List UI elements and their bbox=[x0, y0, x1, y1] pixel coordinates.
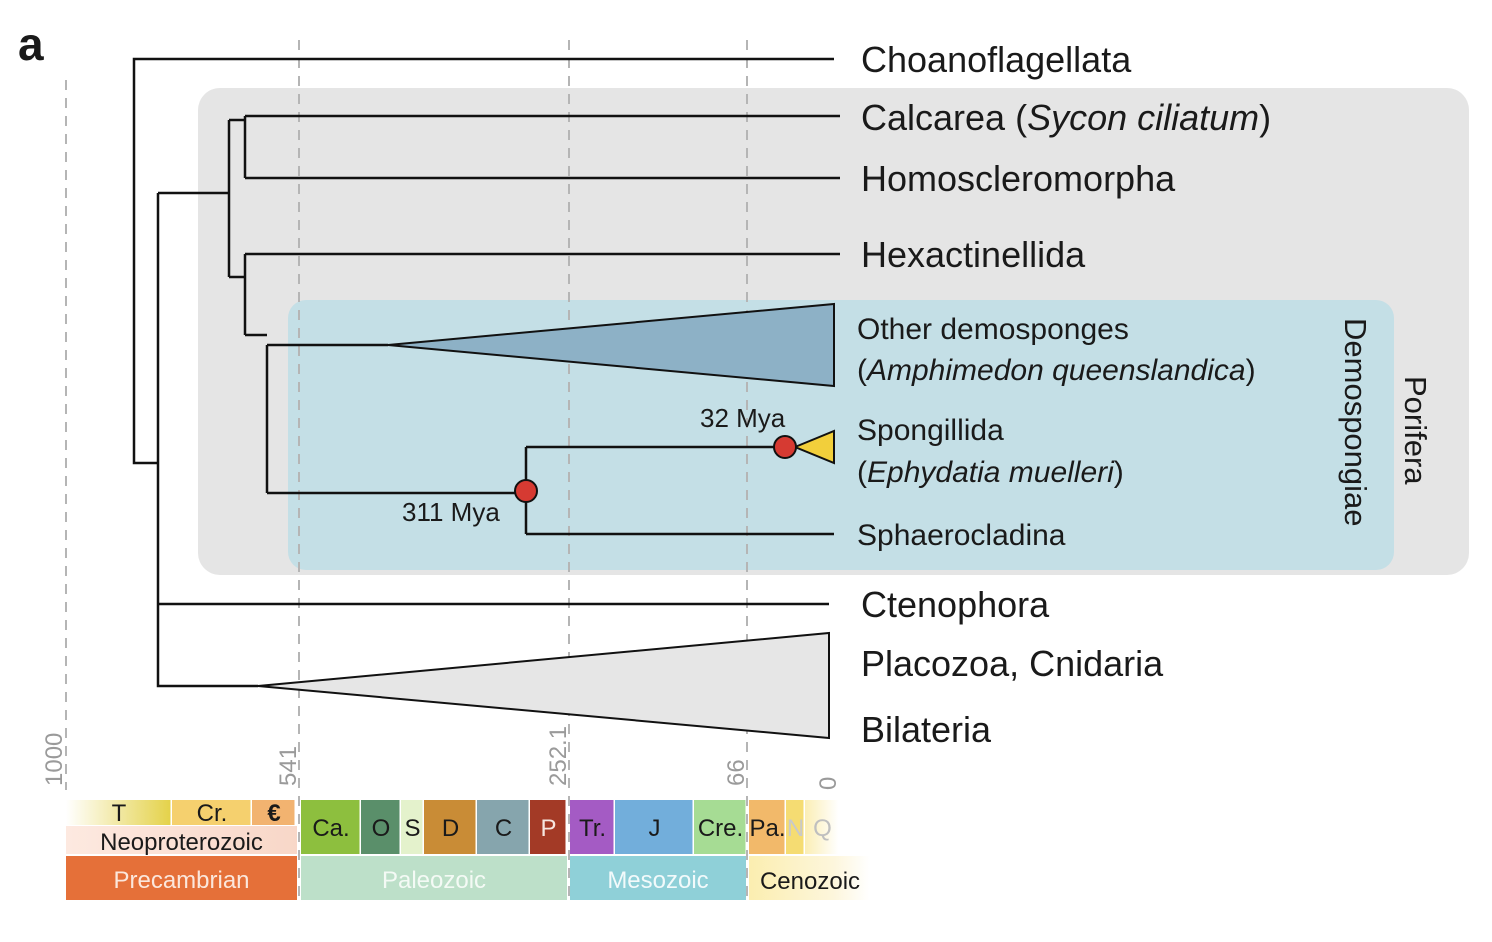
period-o-box bbox=[361, 800, 400, 854]
era-neoproterozoic-box bbox=[66, 826, 297, 854]
taxon-ephydatia: (Ephydatia muelleri) bbox=[857, 456, 1124, 489]
era-label: Mesozoic bbox=[607, 867, 708, 894]
branch-choanoflagellata bbox=[132, 57, 834, 465]
taxon-placozoa-cnidaria: Placozoa, Cnidaria bbox=[861, 643, 1164, 684]
tick-label-541: 541 bbox=[275, 746, 302, 786]
taxon-other-demosponges: Other demosponges bbox=[857, 313, 1129, 346]
tree-branches bbox=[132, 57, 840, 688]
era-precambrian-box bbox=[66, 856, 297, 900]
period-€-box bbox=[252, 800, 295, 825]
period-j-box bbox=[615, 800, 693, 854]
amphimedon-open: ( bbox=[857, 354, 867, 387]
taxon-bilateria: Bilateria bbox=[861, 709, 992, 750]
tick-label-66: 66 bbox=[723, 759, 750, 786]
taxon-calcarea: Calcarea (Sycon ciliatum) bbox=[861, 97, 1271, 138]
ephydatia-open: ( bbox=[857, 456, 867, 489]
ephydatia-species: Ephydatia muelleri bbox=[867, 456, 1115, 489]
amphimedon-close: ) bbox=[1246, 354, 1256, 387]
era-label: Neoproterozoic bbox=[100, 829, 263, 856]
geologic-timescale: T Cr. € Ca. O S D C P Tr. J Cre. Pa. N Q Neoproterozoic… bbox=[66, 800, 870, 900]
period-tr-box bbox=[570, 800, 614, 854]
placozoa-cnidaria-bilateria-wedge bbox=[257, 631, 830, 740]
period-c-box bbox=[477, 800, 529, 854]
period-cre-box bbox=[694, 800, 746, 854]
era-mesozoic-box bbox=[570, 856, 746, 900]
period-s-box bbox=[401, 800, 423, 854]
demospongiae-box bbox=[288, 300, 1394, 570]
period-label: Pa. bbox=[749, 815, 785, 842]
era-label: Paleozoic bbox=[382, 867, 486, 894]
taxon-sphaerocladina: Sphaerocladina bbox=[857, 519, 1066, 552]
node-label-32-mya: 32 Mya bbox=[700, 403, 786, 433]
clade-label-demospongiae: Demospongiae bbox=[1338, 318, 1373, 527]
period-label: O bbox=[372, 815, 391, 842]
calcarea-species: Sycon ciliatum bbox=[1027, 97, 1259, 138]
period-label: T bbox=[112, 800, 127, 827]
period-t-box bbox=[66, 800, 171, 825]
ephydatia-close: ) bbox=[1114, 456, 1124, 489]
period-ca-box bbox=[301, 800, 360, 854]
era-label: Cenozoic bbox=[760, 868, 860, 895]
branch-metazoa-node bbox=[156, 193, 258, 688]
era-cenozoic-box bbox=[749, 856, 870, 900]
tick-label-0: 0 bbox=[815, 777, 842, 790]
node-label-311-mya: 311 Mya bbox=[402, 497, 500, 527]
period-n-box bbox=[786, 800, 804, 854]
period-q-box bbox=[805, 800, 839, 854]
spongillida-wedge bbox=[792, 429, 835, 465]
period-label: S bbox=[404, 815, 420, 842]
tick-label-1000: 1000 bbox=[41, 733, 68, 786]
period-label: Cre. bbox=[698, 815, 743, 842]
period-label: Q bbox=[813, 815, 832, 842]
taxon-hexactinellida: Hexactinellida bbox=[861, 234, 1086, 275]
panel-label: a bbox=[18, 18, 44, 70]
period-label: P bbox=[540, 815, 556, 842]
node-marker-311[interactable] bbox=[514, 479, 538, 503]
period-label: € bbox=[267, 800, 280, 827]
period-cr-box bbox=[172, 800, 251, 825]
tick-label-252: 252.1 bbox=[545, 726, 572, 786]
period-pa-box bbox=[749, 800, 785, 854]
clade-label-porifera: Porifera bbox=[1398, 376, 1433, 485]
amphimedon-species: Amphimedon queenslandica bbox=[865, 354, 1246, 387]
taxon-homoscleromorpha: Homoscleromorpha bbox=[861, 158, 1176, 199]
calcarea-suffix: ) bbox=[1259, 97, 1271, 138]
period-label: Cr. bbox=[197, 800, 228, 827]
period-label: D bbox=[442, 815, 459, 842]
period-label: C bbox=[495, 815, 512, 842]
calcarea-prefix: Calcarea ( bbox=[861, 97, 1027, 138]
period-label: J bbox=[649, 815, 661, 842]
taxon-ctenophora: Ctenophora bbox=[861, 584, 1050, 625]
period-label: N bbox=[787, 815, 804, 842]
period-d-box bbox=[424, 800, 476, 854]
era-paleozoic-box bbox=[301, 856, 567, 900]
node-marker-32[interactable] bbox=[773, 435, 797, 459]
period-label: Tr. bbox=[579, 815, 606, 842]
taxon-amphimedon: (Amphimedon queenslandica) bbox=[857, 354, 1256, 387]
other-demosponges-wedge bbox=[387, 302, 835, 388]
taxon-spongillida: Spongillida bbox=[857, 414, 1004, 447]
taxon-choanoflagellata: Choanoflagellata bbox=[861, 39, 1132, 80]
era-label: Precambrian bbox=[113, 867, 249, 894]
period-p-box bbox=[530, 800, 566, 854]
period-label: Ca. bbox=[312, 815, 349, 842]
